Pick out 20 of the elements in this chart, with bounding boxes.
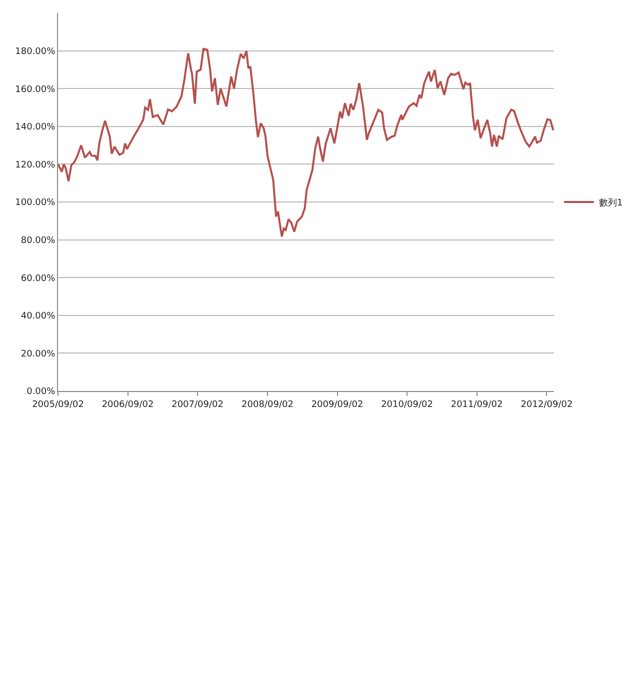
x-tick-label: 2011/09/02 xyxy=(450,400,503,410)
y-tick-label: 40.00% xyxy=(20,312,56,322)
x-tick-label: 2006/09/02 xyxy=(102,400,154,410)
y-tick-label: 140.00% xyxy=(15,122,56,133)
line-series xyxy=(58,48,554,238)
y-tick-label: 160.00% xyxy=(15,84,56,95)
y-tick-label: 100.00% xyxy=(15,198,56,208)
x-tick-label: 2012/09/02 xyxy=(520,400,573,410)
x-tick-label: 2010/09/02 xyxy=(381,400,433,410)
y-tick-label: 80.00% xyxy=(20,236,56,246)
x-tick-label: 2005/09/02 xyxy=(32,400,84,410)
x-tick-label: 2008/09/02 xyxy=(242,400,294,410)
y-tick-label: 180.00% xyxy=(15,46,56,57)
y-tick-label: 60.00% xyxy=(20,274,56,284)
y-tick-label: 20.00% xyxy=(20,349,56,360)
x-tick-label: 2007/09/02 xyxy=(172,400,224,410)
x-tick-label: 2009/09/02 xyxy=(311,400,364,410)
y-tick-label: 120.00% xyxy=(15,160,56,170)
legend-label: 數列1 xyxy=(598,198,623,209)
y-tick-label: 0.00% xyxy=(26,387,56,398)
